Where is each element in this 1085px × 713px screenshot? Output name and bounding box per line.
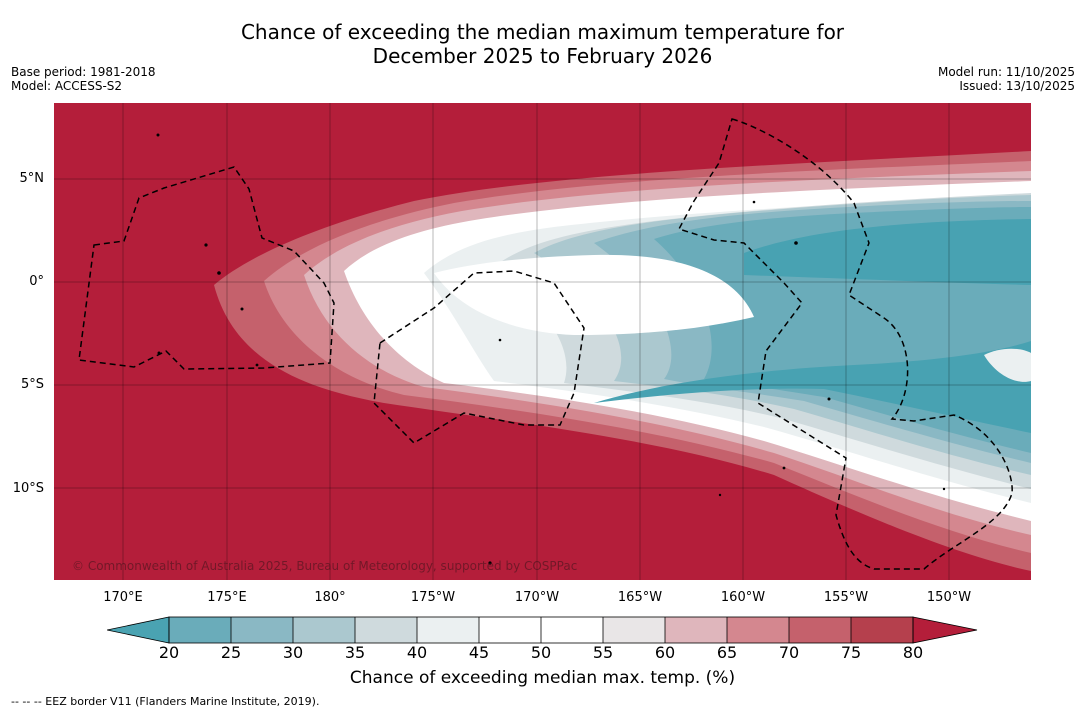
colorbar-tick-30: 30 — [282, 643, 304, 662]
colorbar — [107, 616, 978, 644]
title-line-1: Chance of exceeding the median maximum t… — [240, 20, 845, 44]
colorbar-low-arrow — [107, 616, 170, 644]
colorbar-segment-20-25 — [169, 617, 231, 643]
base-period: Base period: 1981-2018 — [11, 65, 156, 79]
meta-right: Model run: 11/10/2025 Issued: 13/10/2025 — [938, 65, 1075, 93]
colorbar-tick-20: 20 — [158, 643, 180, 662]
chart-title: Chance of exceeding the median maximum t… — [0, 20, 1085, 68]
colorbar-title: Chance of exceeding median max. temp. (%… — [349, 668, 736, 688]
issued-date: Issued: 13/10/2025 — [959, 79, 1075, 93]
gridlines — [54, 103, 1031, 580]
colorbar-tick-75: 75 — [840, 643, 862, 662]
lon-label-150w: 150°W — [926, 590, 972, 605]
probability-bands — [214, 151, 1031, 571]
colorbar-tick-45: 45 — [468, 643, 490, 662]
lat-label-10s: 10°S — [12, 481, 44, 496]
lon-label-170w: 170°W — [514, 590, 560, 605]
copyright-notice: © Commonwealth of Australia 2025, Bureau… — [72, 559, 578, 573]
colorbar-segment-30-35 — [293, 617, 355, 643]
colorbar-segment-60-65 — [665, 617, 727, 643]
lon-label-165w: 165°W — [617, 590, 663, 605]
band-55-core — [434, 254, 754, 335]
lat-label-0: 0° — [29, 274, 44, 289]
meta-left: Base period: 1981-2018 Model: ACCESS-S2 — [11, 65, 156, 93]
colorbar-segment-40-45 — [417, 617, 479, 643]
model-name: Model: ACCESS-S2 — [11, 79, 123, 93]
eez-legend-note: -- -- -- EEZ border V11 (Flanders Marine… — [11, 695, 320, 708]
lon-label-175w: 175°W — [410, 590, 456, 605]
lon-label-170e: 170°E — [103, 590, 143, 605]
lon-label-175e: 175°E — [207, 590, 247, 605]
probability-map — [54, 103, 1031, 580]
colorbar-segment-35-40 — [355, 617, 417, 643]
colorbar-segment-70-75 — [789, 617, 851, 643]
colorbar-tick-55: 55 — [592, 643, 614, 662]
colorbar-high-arrow — [912, 616, 978, 644]
colorbar-tick-40: 40 — [406, 643, 428, 662]
colorbar-tick-50: 50 — [530, 643, 552, 662]
band-20-south — [594, 341, 1031, 433]
eez-borders — [78, 118, 1013, 570]
colorbar-segment-55-60 — [603, 617, 665, 643]
colorbar-tick-80: 80 — [902, 643, 924, 662]
lat-label-5s: 5°S — [20, 377, 44, 392]
colorbar-segment-45-50 — [479, 617, 541, 643]
model-run: Model run: 11/10/2025 — [937, 65, 1075, 79]
eez-border-kiribati-west — [78, 166, 335, 370]
lon-label-180: 180° — [314, 590, 346, 605]
islands — [156, 133, 946, 565]
lat-label-5n: 5°N — [19, 171, 45, 186]
colorbar-segment-75-80 — [851, 617, 913, 643]
colorbar-tick-60: 60 — [654, 643, 676, 662]
lon-label-155w: 155°W — [823, 590, 869, 605]
colorbar-tick-70: 70 — [778, 643, 800, 662]
colorbar-tick-65: 65 — [716, 643, 738, 662]
colorbar-tick-25: 25 — [220, 643, 242, 662]
band-45-east — [984, 348, 1031, 382]
title-line-2: December 2025 to February 2026 — [372, 44, 713, 68]
colorbar-segment-25-30 — [231, 617, 293, 643]
band-20-north — [744, 219, 1031, 285]
lon-label-160w: 160°W — [720, 590, 766, 605]
colorbar-tick-35: 35 — [344, 643, 366, 662]
colorbar-segment-65-70 — [727, 617, 789, 643]
colorbar-segment-50-55 — [541, 617, 603, 643]
